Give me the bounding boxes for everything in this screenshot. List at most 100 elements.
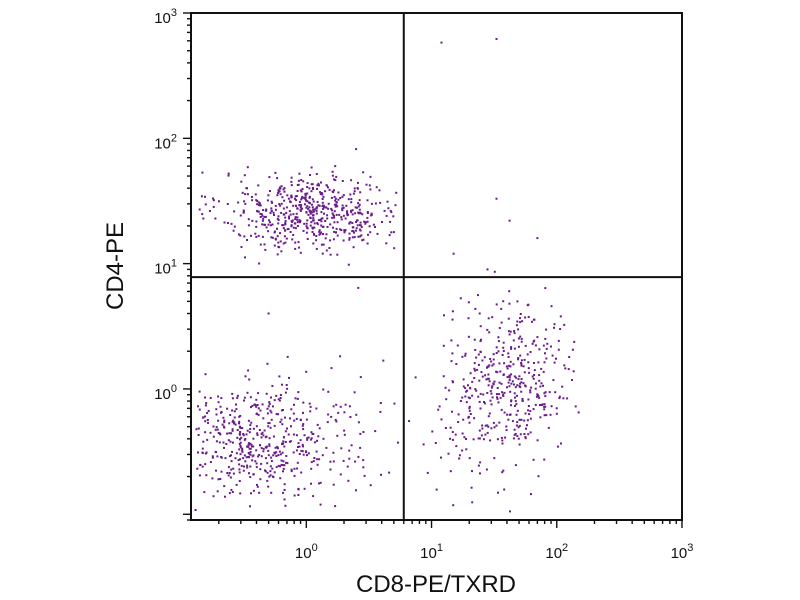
scatter-point: [279, 397, 282, 399]
scatter-point: [303, 487, 306, 490]
scatter-point: [549, 413, 552, 416]
scatter-point: [346, 465, 349, 468]
scatter-point: [241, 427, 244, 430]
scatter-point: [351, 230, 354, 233]
scatter-point: [348, 449, 351, 452]
scatter-point: [313, 226, 316, 229]
data-points: [194, 38, 580, 513]
scatter-point: [515, 403, 518, 406]
scatter-point: [500, 382, 503, 385]
scatter-point: [244, 256, 246, 259]
scatter-point: [349, 221, 352, 224]
scatter-point: [268, 437, 271, 440]
scatter-point: [263, 243, 266, 246]
scatter-point: [301, 195, 304, 198]
scatter-point: [551, 354, 554, 357]
scatter-point: [232, 441, 234, 444]
scatter-point: [316, 200, 319, 203]
scatter-point: [467, 396, 470, 399]
scatter-point: [261, 214, 264, 217]
scatter-point: [267, 230, 270, 233]
scatter-point: [233, 416, 236, 419]
scatter-point: [366, 199, 369, 202]
scatter-point: [276, 217, 279, 220]
scatter-point: [496, 393, 498, 396]
scatter-point: [318, 458, 321, 461]
scatter-point: [198, 474, 201, 477]
scatter-point: [340, 218, 343, 221]
scatter-point: [333, 203, 336, 206]
y-tick-label: 102: [154, 132, 177, 152]
scatter-point: [388, 234, 391, 237]
scatter-point: [270, 411, 273, 414]
scatter-point: [526, 424, 528, 427]
scatter-point: [306, 192, 309, 195]
scatter-point: [246, 239, 248, 241]
scatter-point: [231, 428, 234, 431]
scatter-point: [295, 417, 298, 420]
scatter-point: [250, 492, 252, 495]
scatter-point: [480, 338, 483, 341]
scatter-point: [502, 350, 505, 352]
scatter-point: [231, 397, 234, 400]
scatter-point: [292, 204, 295, 207]
scatter-point: [262, 217, 265, 220]
scatter-point: [268, 219, 270, 222]
scatter-point: [500, 408, 503, 411]
scatter-point: [247, 456, 250, 459]
scatter-point: [339, 355, 342, 358]
scatter-point: [536, 237, 539, 240]
scatter-point: [271, 223, 274, 226]
scatter-point: [249, 451, 252, 453]
scatter-point: [465, 448, 468, 451]
scatter-point: [288, 217, 290, 220]
scatter-point: [282, 207, 285, 210]
scatter-point: [308, 209, 311, 212]
scatter-point: [491, 396, 494, 399]
scatter-point: [301, 207, 304, 210]
scatter-point: [500, 321, 503, 324]
scatter-point: [326, 217, 329, 220]
scatter-point: [339, 228, 342, 231]
scatter-point: [491, 364, 494, 367]
scatter-point: [493, 457, 496, 460]
scatter-point: [290, 195, 293, 198]
scatter-point: [286, 427, 288, 430]
scatter-point: [543, 405, 546, 408]
scatter-point: [279, 204, 282, 207]
scatter-point: [274, 171, 277, 174]
scatter-point: [390, 231, 393, 234]
scatter-point: [539, 404, 541, 406]
scatter-point: [344, 403, 347, 406]
scatter-point: [256, 203, 259, 206]
scatter-point: [379, 410, 382, 413]
scatter-point: [281, 383, 283, 386]
scatter-point: [267, 425, 270, 428]
scatter-point: [256, 485, 259, 488]
scatter-point: [284, 391, 287, 394]
scatter-point: [316, 187, 318, 190]
scatter-point: [321, 204, 324, 207]
scatter-point: [550, 345, 552, 348]
scatter-point: [516, 300, 519, 303]
scatter-point: [290, 176, 293, 179]
scatter-point: [282, 409, 284, 411]
scatter-point: [255, 462, 258, 465]
scatter-point: [283, 235, 286, 238]
scatter-point: [320, 181, 322, 184]
scatter-point: [518, 375, 521, 378]
scatter-point: [507, 330, 510, 333]
scatter-point: [502, 469, 505, 472]
scatter-point: [335, 203, 338, 206]
scatter-point: [328, 247, 331, 249]
scatter-point: [324, 220, 327, 222]
scatter-point: [332, 238, 335, 241]
scatter-point: [256, 434, 259, 436]
scatter-point: [313, 233, 316, 236]
scatter-point: [514, 396, 516, 399]
scatter-point: [471, 394, 474, 397]
scatter-point: [283, 445, 286, 448]
scatter-point: [263, 215, 266, 218]
scatter-point: [276, 235, 279, 238]
scatter-point: [290, 180, 293, 183]
